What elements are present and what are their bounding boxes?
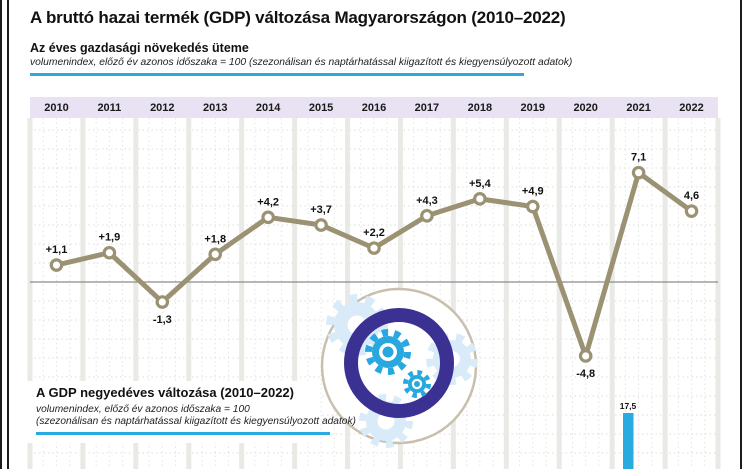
year-separator: [186, 118, 192, 469]
data-point-marker: [155, 295, 170, 309]
year-separator: [292, 118, 298, 469]
data-label: +2,2: [363, 227, 385, 239]
data-point-marker: [420, 208, 434, 223]
annual-line-chart: +1,1 +1,9 -1,3 +1,8 +4,2 +3,7 +2,2 +4,3 +5,4 +4,9…: [46, 152, 700, 380]
data-point-marker: [367, 241, 381, 255]
quarterly-section-subnote: volumenindex, előző év azonos időszaka =…: [36, 404, 250, 415]
year-separator: [450, 118, 456, 469]
year-label: 2019: [520, 101, 545, 114]
gears-icon: [320, 287, 478, 448]
year-separator: [556, 118, 562, 469]
data-point-marker: [261, 210, 275, 225]
data-point-marker: [473, 192, 487, 206]
data-point-marker: [102, 245, 117, 260]
page-title: A bruttó hazai termék (GDP) változása Ma…: [30, 8, 566, 27]
frame-border-left-outer: [0, 0, 2, 469]
year-separator: [80, 118, 86, 469]
year-label: 2012: [150, 101, 175, 114]
year-axis: 2010 2011 2012 2013 2014 2015 2016 2017 …: [30, 97, 718, 118]
frame-border-left-inner: [7, 0, 9, 469]
data-label: +4,2: [257, 196, 279, 208]
year-label: 2022: [679, 101, 704, 114]
annual-section-heading: Az éves gazdasági növekedés üteme: [30, 41, 249, 55]
year-label: 2021: [626, 101, 651, 114]
data-point-marker: [314, 218, 328, 232]
quarterly-section-subnote: (szezonálisan és naptárhatással kiigazít…: [36, 416, 356, 427]
data-label: 7,1: [631, 152, 646, 164]
bar-label: 17,5: [620, 401, 637, 411]
year-separator: [715, 118, 721, 469]
year-separator: [239, 118, 245, 469]
year-separator: [133, 118, 139, 469]
year-separator: [345, 118, 351, 469]
purple-ring: [344, 308, 454, 418]
data-label: +4,9: [522, 186, 544, 198]
data-label: +1,8: [204, 233, 226, 245]
year-label: 2010: [44, 101, 69, 114]
annual-accent-underline: [30, 73, 524, 76]
data-label: +3,7: [310, 204, 332, 216]
year-label: 2014: [255, 101, 281, 114]
data-point-marker: [525, 199, 540, 214]
frame-border-right: [740, 0, 742, 469]
year-separator: [609, 118, 615, 469]
data-point-marker: [208, 247, 223, 262]
data-label: +1,1: [46, 244, 68, 256]
blue-gears: [365, 329, 431, 398]
bar: [623, 413, 634, 469]
data-point-marker: [49, 258, 64, 272]
data-label: +4,3: [416, 195, 438, 207]
data-point-marker: [684, 204, 699, 218]
quarterly-bar-chart: 17,5: [620, 401, 637, 469]
year-label: 2017: [414, 101, 440, 114]
year-label: 2011: [97, 101, 122, 114]
data-label: 4,6: [684, 190, 699, 202]
year-label: 2016: [361, 101, 387, 114]
year-separator: [662, 118, 668, 469]
year-separator: [27, 118, 33, 469]
data-label: +1,9: [99, 232, 121, 244]
data-label: -1,3: [153, 314, 172, 326]
data-point-marker: [631, 165, 646, 180]
year-label: 2018: [467, 101, 493, 114]
data-label: -4,8: [576, 368, 595, 380]
quarterly-accent-underline: [36, 432, 330, 435]
year-label: 2015: [308, 101, 334, 114]
quarterly-section-heading: A GDP negyedéves változása (2010–2022): [36, 385, 294, 400]
data-point-marker: [578, 349, 593, 363]
year-separator: [503, 118, 509, 469]
year-label: 2020: [573, 101, 598, 114]
year-label: 2013: [202, 101, 228, 114]
data-label: +5,4: [469, 178, 492, 190]
annual-section-subnote: volumenindex, előző év azonos időszaka =…: [30, 57, 573, 68]
